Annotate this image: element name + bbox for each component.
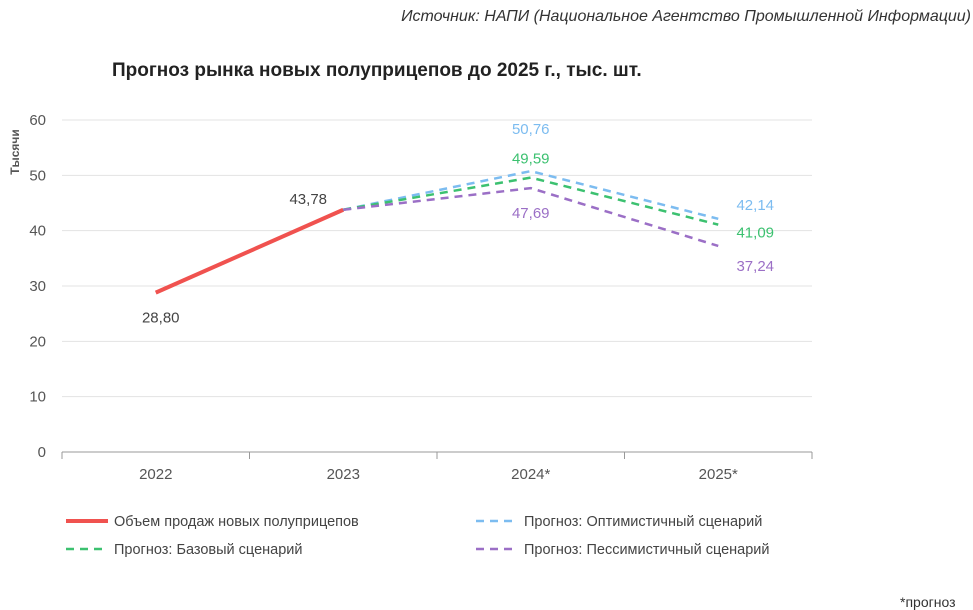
legend-label: Прогноз: Базовый сценарий	[114, 542, 302, 558]
data-label: 41,09	[736, 225, 774, 242]
legend-label: Прогноз: Оптимистичный сценарий	[524, 514, 762, 530]
data-label: 43,78	[289, 191, 327, 208]
data-label: 49,59	[512, 151, 550, 168]
data-label: 47,69	[512, 205, 550, 222]
x-tick-label: 2025*	[699, 466, 738, 483]
x-tick-label: 2024*	[511, 466, 550, 483]
series-line-2	[343, 176, 719, 226]
data-label: 42,14	[736, 197, 774, 214]
footnote: *прогноз	[900, 594, 956, 610]
data-label: 28,80	[142, 310, 180, 327]
series-line-1	[342, 169, 719, 221]
y-tick-label: 0	[38, 444, 46, 461]
data-label: 50,76	[512, 121, 550, 138]
source-note: Источник: НАПИ (Национальное Агентство П…	[401, 8, 971, 25]
x-tick-label: 2023	[327, 466, 360, 483]
y-tick-label: 40	[29, 223, 46, 240]
x-tick-label: 2022	[139, 466, 172, 483]
legend-label: Прогноз: Пессимистичный сценарий	[524, 542, 770, 558]
legend-label: Объем продаж новых полуприцепов	[114, 514, 359, 530]
y-tick-label: 60	[29, 112, 46, 129]
y-tick-label: 20	[29, 333, 46, 350]
y-tick-label: 50	[29, 167, 46, 184]
series-line-3	[343, 186, 719, 248]
chart-title: Прогноз рынка новых полуприцепов до 2025…	[112, 60, 642, 81]
data-label: 37,24	[736, 258, 774, 275]
y-tick-label: 30	[29, 278, 46, 295]
y-tick-label: 10	[29, 389, 46, 406]
y-axis-label: Тысячи	[8, 129, 22, 174]
series-line-0	[154, 207, 345, 295]
